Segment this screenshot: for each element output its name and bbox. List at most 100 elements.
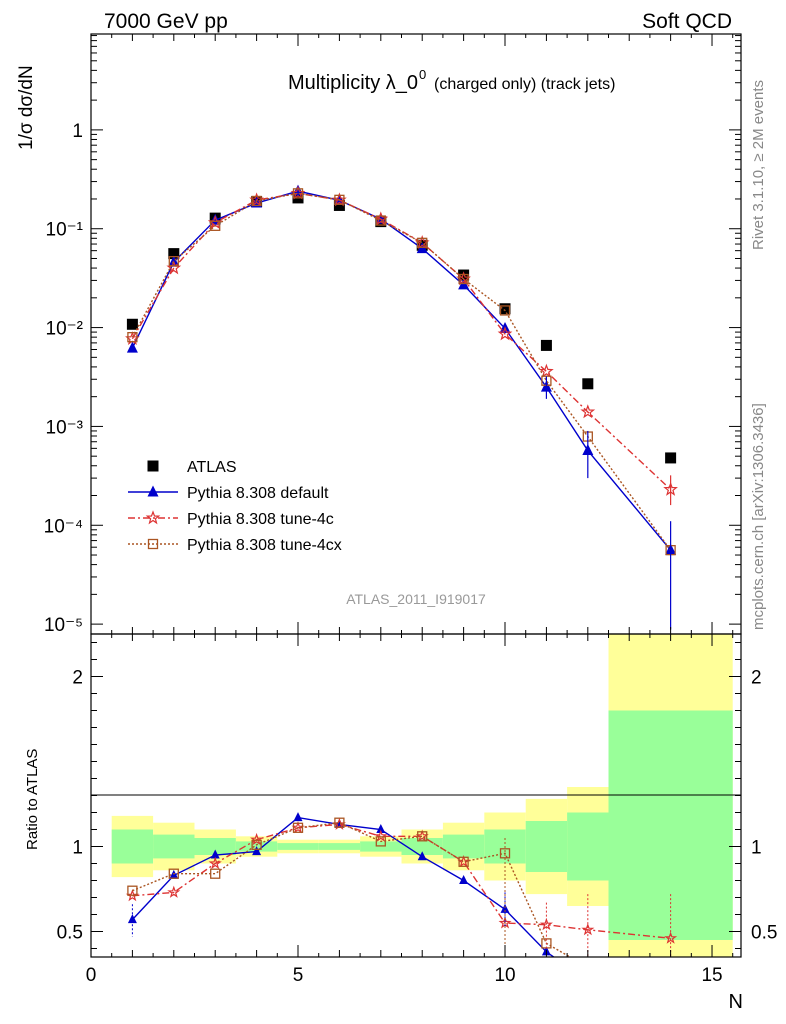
axis-ticks: 0 5 10 15 10⁻⁵ 10⁻⁴ 10⁻³ 10⁻² 10⁻¹ 1 0.5 0.5 1 1 2 2 — [44, 34, 777, 986]
chart-title-note: (charged only) (track jets) — [434, 76, 615, 93]
header-left: 7000 GeV pp — [104, 10, 228, 33]
atlas-marker — [665, 452, 677, 464]
tune4c-marker — [208, 856, 222, 869]
default-marker — [376, 824, 386, 833]
atlas-marker — [147, 460, 159, 472]
legend-label: ATLAS — [187, 459, 237, 476]
tune4cx-marker — [334, 194, 345, 205]
atlas-marker — [126, 318, 138, 330]
top-series-lines — [125, 184, 678, 630]
ratio-y-tick-label-right: 0.5 — [751, 923, 777, 944]
inner-band-bin — [442, 834, 485, 859]
ratio-y-tick-label: 2 — [72, 668, 83, 689]
chart-title-sup: 0 — [419, 67, 426, 82]
tune4c-marker — [664, 931, 678, 944]
ratio-line — [132, 823, 671, 939]
tune4cx-marker — [292, 188, 304, 199]
tune4c-marker — [145, 510, 161, 525]
top-y-tick-label: 10⁻² — [46, 319, 84, 340]
tune4cx-marker — [458, 273, 469, 285]
ratio-y-tick-label-right: 2 — [751, 668, 762, 689]
default-marker — [292, 184, 304, 196]
tune4cx-marker — [127, 332, 138, 343]
top-y-tick-label: 10⁻⁴ — [44, 516, 83, 537]
legend-label: Pythia 8.308 tune-4cx — [187, 537, 342, 554]
mcplots-info: mcplots.cern.ch [arXiv:1306.3436] — [750, 403, 767, 630]
default-marker — [459, 875, 469, 884]
tune4c-marker — [167, 885, 181, 898]
default-marker — [147, 485, 159, 497]
tune4cx-marker — [375, 836, 386, 847]
series-line — [131, 192, 672, 551]
default-marker — [252, 846, 262, 856]
ratio-series-lines — [125, 812, 678, 957]
tune4c-marker — [457, 854, 471, 868]
bottom-y-label: Ratio to ATLAS — [24, 749, 41, 850]
tune4cx-marker — [251, 839, 262, 850]
inner-band-bin — [318, 843, 361, 850]
tune4cx-marker — [210, 220, 221, 231]
tune4cx-marker — [127, 885, 138, 896]
legend-label: Pythia 8.308 tune-4c — [187, 511, 334, 528]
tune4cx-marker — [499, 848, 511, 859]
rivet-info: Rivet 3.1.10, ≥ 2M events — [750, 80, 767, 250]
tune4cx-marker — [251, 195, 262, 207]
tune4c-marker — [332, 817, 346, 830]
ratio-y-tick-label: 0.5 — [57, 923, 83, 944]
chart-title: Multiplicity λ_0 — [288, 72, 418, 94]
default-marker — [417, 851, 427, 861]
tune4c-marker — [415, 829, 429, 842]
tune4cx-marker — [168, 868, 179, 879]
tune4cx-marker — [458, 856, 469, 867]
x-tick-label: 5 — [293, 965, 304, 986]
legend: ATLAS Pythia 8.308 default Pythia 8.308 tu… — [128, 459, 342, 554]
inner-band-bin — [277, 843, 319, 850]
atlas-marker — [582, 378, 594, 390]
ratio-y-tick-label: 1 — [72, 838, 83, 859]
default-marker — [293, 812, 303, 822]
top-y-tick-label: 1 — [72, 121, 83, 142]
top-y-tick-label: 10⁻¹ — [46, 220, 84, 241]
tune4cx-marker — [147, 538, 159, 550]
x-label: N — [729, 991, 743, 1013]
ratio-y-tick-label-right: 1 — [751, 838, 762, 859]
tune4cx-marker — [375, 215, 386, 226]
atlas-marker — [333, 199, 345, 211]
default-marker — [126, 341, 138, 353]
inner-band-bin — [608, 710, 733, 940]
tune4c-marker — [374, 829, 388, 842]
tune4c-marker — [250, 832, 264, 846]
tune4cx-marker — [417, 237, 428, 248]
legend-label: Pythia 8.308 default — [187, 485, 329, 502]
top-y-tick-label: 10⁻³ — [46, 417, 84, 438]
tune4c-marker — [497, 326, 513, 341]
tune4cx-marker — [499, 305, 511, 316]
header-right: Soft QCD — [642, 10, 732, 33]
analysis-watermark: ATLAS_2011_I919017 — [346, 591, 486, 607]
atlas-marker — [168, 248, 180, 260]
tune4cx-marker — [168, 255, 179, 267]
inner-band-bin — [111, 829, 154, 864]
top-y-label: 1/σ dσ/dN — [16, 65, 37, 150]
series-line — [131, 192, 672, 491]
tune4c-marker — [539, 363, 554, 378]
inner-band-bin — [153, 834, 195, 859]
default-marker — [127, 914, 137, 924]
tune4c-marker — [291, 820, 305, 834]
inner-band-bin — [525, 821, 568, 872]
x-tick-label: 15 — [701, 965, 722, 986]
tune4cx-marker — [292, 822, 304, 833]
x-tick-label: 10 — [494, 965, 515, 986]
atlas-marker — [499, 303, 511, 315]
tune4cx-marker — [210, 868, 221, 879]
tune4cx-marker — [417, 831, 428, 842]
inner-band-bin — [567, 812, 609, 881]
x-tick-label: 0 — [86, 965, 97, 986]
atlas-marker — [540, 339, 552, 351]
tune4cx-marker — [334, 817, 345, 828]
tune4c-marker — [580, 404, 596, 419]
tune4c-marker — [125, 888, 139, 902]
default-marker — [210, 849, 220, 859]
inner-band-bin — [194, 838, 236, 855]
